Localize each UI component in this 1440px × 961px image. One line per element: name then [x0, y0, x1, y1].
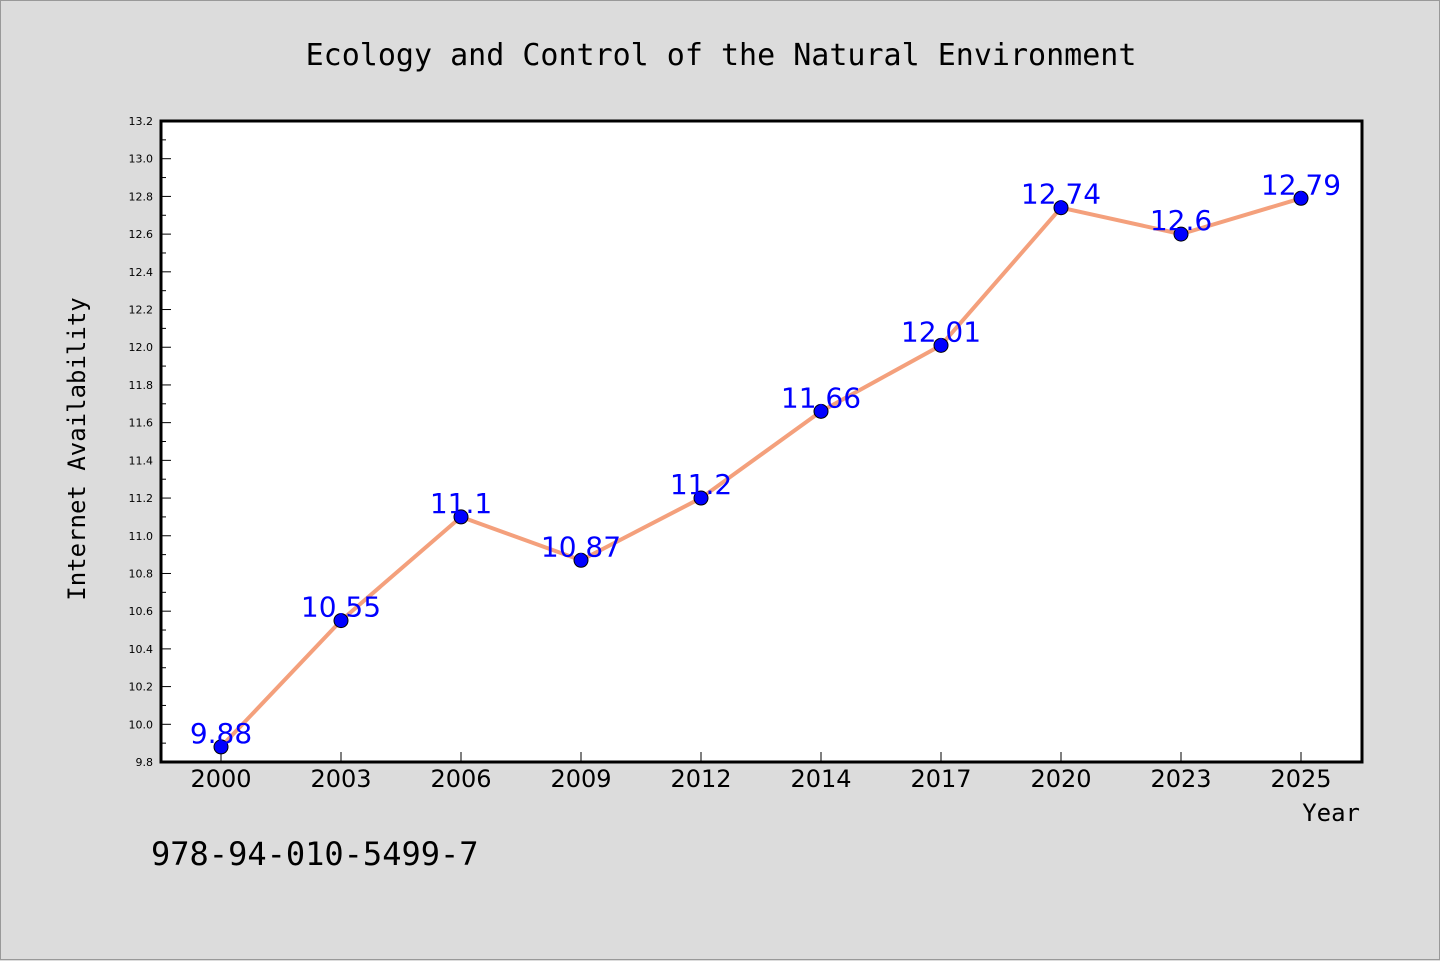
data-point — [333, 613, 349, 629]
x-tick-label: 2006 — [430, 765, 491, 793]
isbn-text: 978-94-010-5499-7 — [151, 835, 479, 873]
y-tick-label: 10.4 — [129, 643, 154, 656]
x-tick-label: 2012 — [670, 765, 731, 793]
data-point — [453, 509, 469, 525]
x-tick-label: 2025 — [1270, 765, 1331, 793]
x-tick-label: 2020 — [1030, 765, 1091, 793]
data-label: 12.6 — [1150, 204, 1212, 237]
data-point — [813, 403, 829, 419]
y-tick-label: 10.0 — [129, 718, 154, 731]
x-tick-label: 2000 — [190, 765, 251, 793]
y-axis-label: Internet Availability — [63, 297, 91, 600]
y-tick-label: 12.6 — [129, 228, 154, 241]
y-tick-label: 9.8 — [136, 756, 154, 769]
data-label: 9.88 — [190, 717, 252, 750]
y-tick-label: 13.0 — [129, 153, 154, 166]
data-label: 12.01 — [901, 315, 981, 348]
x-tick-label: 2017 — [910, 765, 971, 793]
data-label: 10.87 — [541, 530, 621, 563]
y-tick-label: 11.4 — [129, 454, 154, 467]
y-tick-label: 11.6 — [129, 417, 154, 430]
data-label: 10.55 — [301, 591, 381, 624]
data-point — [213, 739, 229, 755]
data-markers — [213, 190, 1309, 755]
x-tick-label: 2003 — [310, 765, 371, 793]
y-tick-label: 13.2 — [129, 115, 154, 128]
data-label: 11.1 — [430, 487, 492, 520]
data-point — [1173, 226, 1189, 242]
x-tick-label: 2009 — [550, 765, 611, 793]
y-tick-label: 11.2 — [129, 492, 154, 505]
y-tick-label: 11.8 — [129, 379, 154, 392]
y-axis-ticks: 9.8 10.0 10.2 10.4 10.6 10.8 11.0 11.2 11.4 11.6 1… — [129, 115, 171, 769]
plot-area — [159, 119, 1364, 764]
data-point — [573, 552, 589, 568]
y-tick-label: 12.2 — [129, 304, 154, 317]
data-label: 12.79 — [1261, 168, 1341, 201]
data-point — [1293, 190, 1309, 206]
y-tick-label: 10.2 — [129, 681, 154, 694]
y-tick-label: 10.8 — [129, 567, 154, 580]
data-point — [693, 490, 709, 506]
data-label: 11.2 — [670, 468, 732, 501]
y-tick-label: 10.6 — [129, 605, 154, 618]
data-labels: 9.88 10.55 11.1 10.87 11.2 11.66 12.01 12.74 12.… — [190, 168, 1341, 750]
x-tick-label: 2023 — [1150, 765, 1211, 793]
series-line — [219, 196, 1302, 749]
y-tick-label: 11.0 — [129, 530, 154, 543]
x-tick-label: 2014 — [790, 765, 851, 793]
chart-title: Ecology and Control of the Natural Envir… — [306, 38, 1137, 73]
data-point — [1053, 200, 1069, 216]
data-point — [933, 337, 949, 353]
y-tick-label: 12.0 — [129, 341, 154, 354]
data-label: 12.74 — [1021, 178, 1101, 211]
y-tick-label: 12.8 — [129, 190, 154, 203]
data-label: 11.66 — [781, 381, 861, 414]
x-axis-label: Year — [1302, 799, 1360, 827]
x-axis-ticks: 2000 2003 2006 2009 2012 2014 2017 2020 2023 2025 — [190, 752, 1332, 793]
y-tick-label: 12.4 — [129, 266, 154, 279]
